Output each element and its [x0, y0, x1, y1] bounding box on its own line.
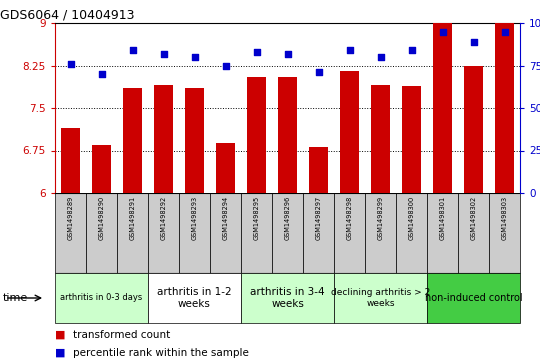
- Point: [283, 51, 292, 57]
- Text: declining arthritis > 2
weeks: declining arthritis > 2 weeks: [331, 288, 430, 308]
- Text: GSM1498290: GSM1498290: [98, 195, 105, 240]
- Bar: [117, 193, 148, 273]
- Point: [66, 61, 75, 67]
- Bar: [495, 23, 514, 193]
- Text: GSM1498298: GSM1498298: [347, 195, 353, 240]
- Bar: [55, 193, 86, 273]
- Text: GSM1498299: GSM1498299: [377, 195, 383, 240]
- Bar: [154, 85, 173, 193]
- Bar: [427, 193, 458, 273]
- Point: [128, 47, 137, 53]
- Text: time: time: [3, 293, 28, 303]
- Bar: [148, 193, 179, 273]
- Bar: [123, 88, 142, 193]
- Point: [438, 29, 447, 34]
- Text: GSM1498294: GSM1498294: [222, 195, 228, 240]
- Bar: [247, 77, 266, 193]
- Text: ■: ■: [55, 348, 65, 358]
- Point: [252, 49, 261, 55]
- Bar: [86, 193, 117, 273]
- Text: GSM1498295: GSM1498295: [253, 195, 260, 240]
- Point: [469, 39, 478, 45]
- Bar: [340, 71, 359, 193]
- Bar: [427, 273, 520, 323]
- Bar: [396, 193, 427, 273]
- Bar: [402, 86, 421, 193]
- Bar: [371, 85, 390, 193]
- Point: [345, 47, 354, 53]
- Bar: [216, 143, 235, 193]
- Text: ■: ■: [55, 330, 65, 340]
- Point: [376, 54, 385, 60]
- Bar: [458, 193, 489, 273]
- Text: arthritis in 3-4
weeks: arthritis in 3-4 weeks: [250, 287, 325, 309]
- Bar: [272, 193, 303, 273]
- Point: [314, 69, 323, 75]
- Text: percentile rank within the sample: percentile rank within the sample: [73, 348, 249, 358]
- Bar: [365, 193, 396, 273]
- Text: arthritis in 1-2
weeks: arthritis in 1-2 weeks: [157, 287, 232, 309]
- Bar: [92, 145, 111, 193]
- Point: [407, 47, 416, 53]
- Bar: [433, 23, 452, 193]
- Text: GSM1498296: GSM1498296: [285, 195, 291, 240]
- Bar: [185, 88, 204, 193]
- Text: transformed count: transformed count: [73, 330, 170, 340]
- Point: [190, 54, 199, 60]
- Text: GDS6064 / 10404913: GDS6064 / 10404913: [0, 9, 134, 22]
- Bar: [334, 193, 365, 273]
- Text: GSM1498297: GSM1498297: [315, 195, 321, 240]
- Text: non-induced control: non-induced control: [424, 293, 522, 303]
- Bar: [489, 193, 520, 273]
- Text: GSM1498292: GSM1498292: [160, 195, 166, 240]
- Text: GSM1498291: GSM1498291: [130, 195, 136, 240]
- Bar: [179, 193, 210, 273]
- Text: GSM1498301: GSM1498301: [440, 195, 445, 240]
- Point: [97, 71, 106, 77]
- Text: GSM1498300: GSM1498300: [408, 195, 415, 240]
- Bar: [278, 77, 297, 193]
- Point: [159, 51, 168, 57]
- Bar: [241, 193, 272, 273]
- Bar: [303, 193, 334, 273]
- Bar: [464, 65, 483, 193]
- Text: GSM1498302: GSM1498302: [470, 195, 476, 240]
- Text: GSM1498293: GSM1498293: [192, 195, 198, 240]
- Point: [500, 29, 509, 34]
- Text: GSM1498303: GSM1498303: [502, 195, 508, 240]
- Bar: [210, 193, 241, 273]
- Bar: [148, 273, 241, 323]
- Bar: [55, 273, 148, 323]
- Text: GSM1498289: GSM1498289: [68, 195, 73, 240]
- Bar: [309, 147, 328, 193]
- Point: [221, 62, 230, 68]
- Text: arthritis in 0-3 days: arthritis in 0-3 days: [60, 294, 143, 302]
- Bar: [61, 128, 80, 193]
- Bar: [334, 273, 427, 323]
- Bar: [241, 273, 334, 323]
